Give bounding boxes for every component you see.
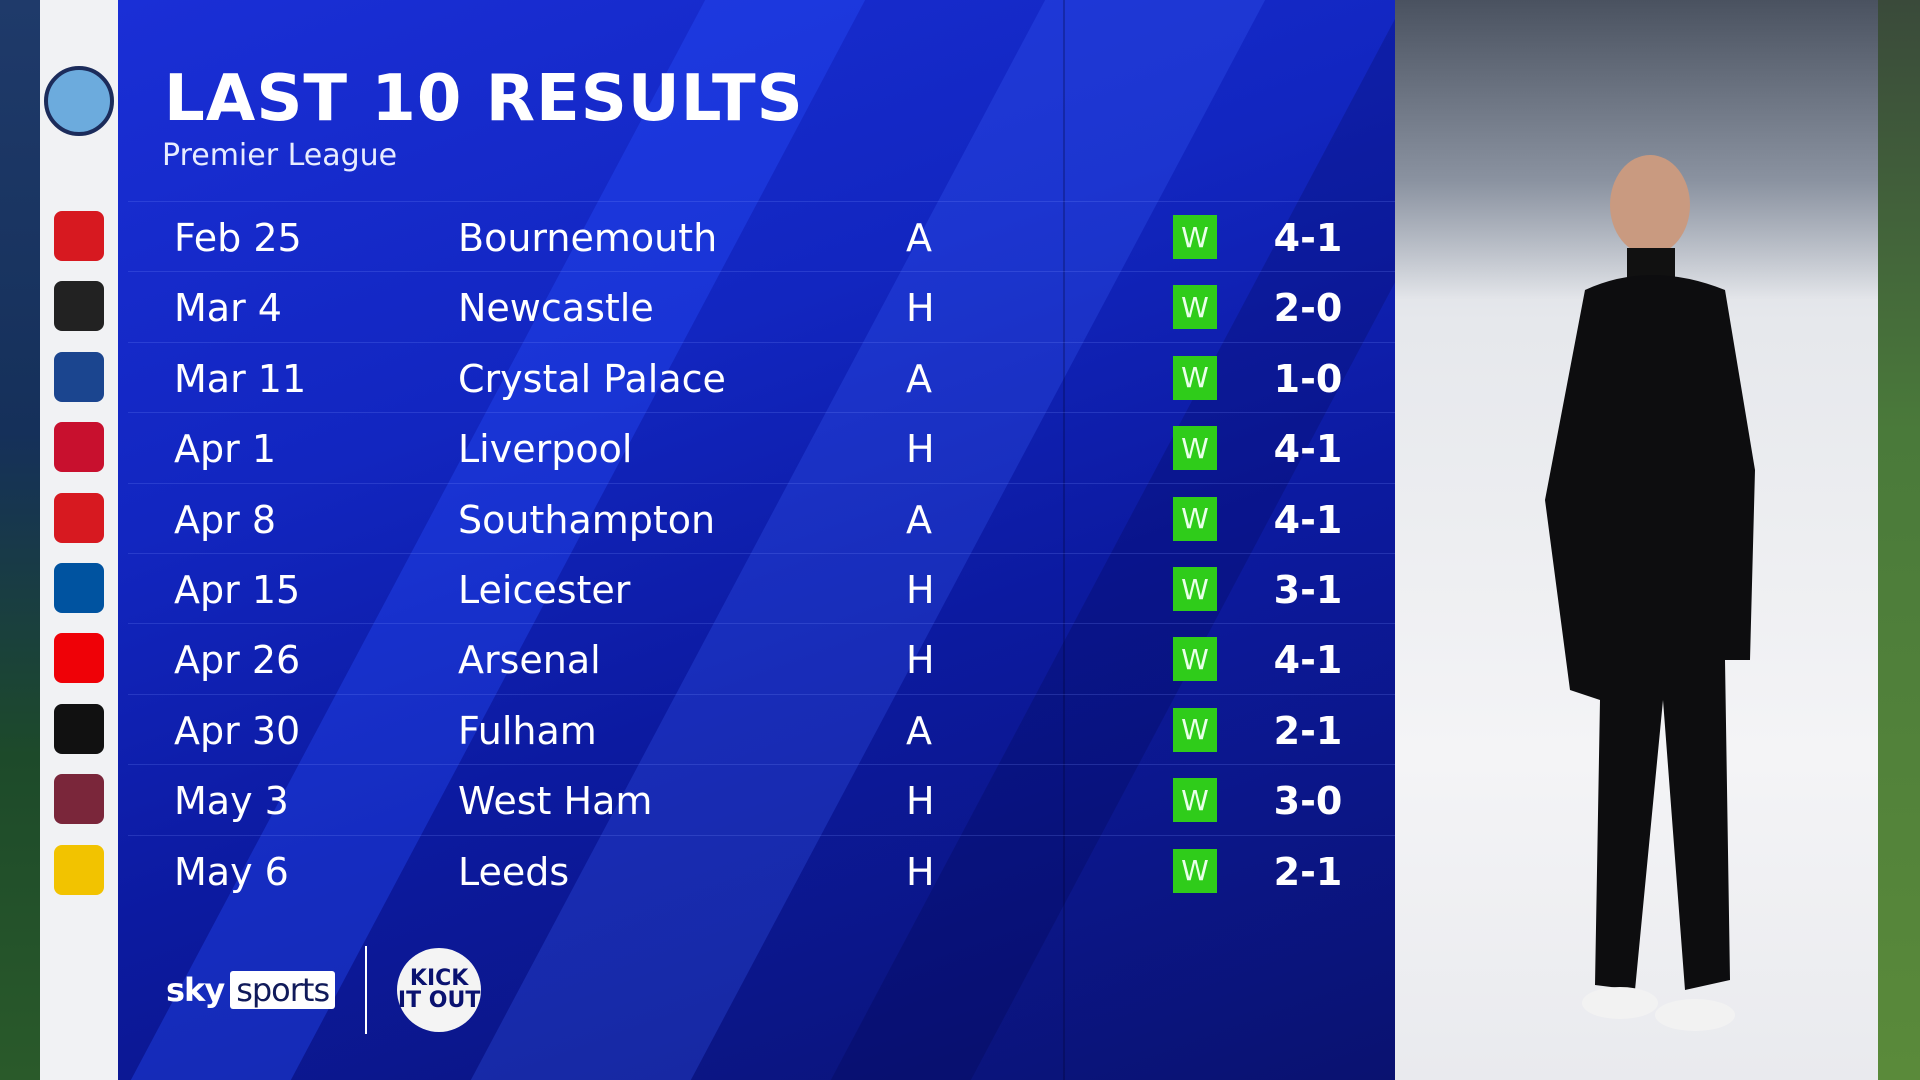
match-date: Mar 4 bbox=[174, 286, 282, 331]
column-divider bbox=[1063, 0, 1065, 1080]
opponent-name: West Ham bbox=[458, 779, 653, 824]
match-date: Apr 1 bbox=[174, 427, 276, 472]
score: 1-0 bbox=[1273, 356, 1343, 401]
result-row: Apr 26 Arsenal H W 4-1 bbox=[128, 623, 1395, 693]
southampton-crest-icon bbox=[54, 492, 104, 543]
match-date: Feb 25 bbox=[174, 216, 302, 260]
opponent-name: Liverpool bbox=[458, 427, 633, 472]
opponent-name: Arsenal bbox=[458, 638, 601, 683]
result-badge: W bbox=[1173, 496, 1217, 541]
score: 3-1 bbox=[1273, 568, 1343, 612]
manchester-city-crest-icon bbox=[44, 66, 114, 136]
kick-it-out-logo: KICK IT OUT bbox=[397, 948, 482, 1032]
result-badge: W bbox=[1173, 778, 1217, 823]
result-badge: W bbox=[1173, 215, 1217, 259]
result-badge: W bbox=[1173, 285, 1217, 330]
venue: H bbox=[906, 849, 935, 894]
background-stadium-left bbox=[0, 0, 40, 1080]
opponent-name: Leicester bbox=[458, 568, 631, 612]
venue: A bbox=[906, 356, 932, 401]
page-title: LAST 10 RESULTS bbox=[164, 62, 804, 136]
fulham-crest-icon bbox=[54, 703, 104, 754]
opponent-name: Southampton bbox=[458, 497, 716, 542]
result-badge: W bbox=[1173, 637, 1217, 682]
arsenal-crest-icon bbox=[54, 633, 104, 684]
leeds-crest-icon bbox=[54, 844, 104, 895]
result-row: May 3 West Ham H W 3-0 bbox=[128, 764, 1395, 834]
venue: H bbox=[906, 779, 935, 824]
newcastle-crest-icon bbox=[54, 281, 104, 332]
result-badge: W bbox=[1173, 707, 1217, 752]
venue: H bbox=[906, 638, 935, 683]
sports-logo: sports bbox=[230, 971, 336, 1009]
background-stadium-right bbox=[1878, 0, 1920, 1080]
match-date: May 3 bbox=[174, 779, 289, 824]
result-row: Feb 25 Bournemouth A W 4-1 bbox=[128, 201, 1395, 271]
leicester-crest-icon bbox=[54, 563, 104, 613]
competition-subtitle: Premier League bbox=[162, 138, 398, 173]
match-date: Apr 8 bbox=[174, 497, 276, 542]
match-date: Apr 30 bbox=[174, 708, 301, 753]
crystal-palace-crest-icon bbox=[54, 351, 104, 402]
result-row: Mar 11 Crystal Palace A W 1-0 bbox=[128, 341, 1395, 412]
score: 4-1 bbox=[1273, 638, 1343, 683]
score: 4-1 bbox=[1273, 216, 1343, 260]
opponent-name: Crystal Palace bbox=[458, 356, 726, 401]
opponent-name: Leeds bbox=[458, 849, 570, 894]
result-row: Apr 15 Leicester H W 3-1 bbox=[128, 553, 1395, 623]
match-date: Apr 15 bbox=[174, 568, 301, 612]
result-badge: W bbox=[1173, 426, 1217, 471]
result-row: Apr 30 Fulham A W 2-1 bbox=[128, 693, 1395, 764]
sky-logo: sky bbox=[166, 971, 225, 1009]
score: 2-1 bbox=[1273, 849, 1343, 894]
manager-figure bbox=[1545, 155, 1755, 1031]
score: 2-1 bbox=[1273, 708, 1343, 753]
results-panel: LAST 10 RESULTS Premier League Feb 25 Bo… bbox=[118, 0, 1395, 1080]
west-ham-crest-icon bbox=[54, 774, 104, 825]
match-date: Mar 11 bbox=[174, 356, 307, 401]
result-row: Apr 8 Southampton A W 4-1 bbox=[128, 482, 1395, 553]
score: 4-1 bbox=[1273, 497, 1343, 542]
opponent-name: Newcastle bbox=[458, 286, 654, 331]
manager-photo bbox=[1395, 0, 1878, 1080]
score: 3-0 bbox=[1273, 779, 1343, 824]
score: 4-1 bbox=[1273, 427, 1343, 472]
result-row: May 6 Leeds H W 2-1 bbox=[128, 834, 1395, 905]
venue: A bbox=[906, 216, 932, 260]
venue: A bbox=[906, 708, 932, 753]
opponent-name: Bournemouth bbox=[458, 216, 718, 260]
result-badge: W bbox=[1173, 848, 1217, 893]
liverpool-crest-icon bbox=[54, 422, 104, 473]
bournemouth-crest-icon bbox=[54, 211, 104, 261]
venue: H bbox=[906, 427, 935, 472]
venue: H bbox=[906, 568, 935, 612]
result-row: Apr 1 Liverpool H W 4-1 bbox=[128, 412, 1395, 482]
result-badge: W bbox=[1173, 567, 1217, 611]
venue: H bbox=[906, 286, 935, 331]
crest-column bbox=[40, 0, 118, 1080]
venue: A bbox=[906, 497, 932, 542]
result-badge: W bbox=[1173, 355, 1217, 400]
logo-divider bbox=[365, 946, 368, 1034]
match-date: May 6 bbox=[174, 849, 289, 894]
result-row: Mar 4 Newcastle H W 2-0 bbox=[128, 271, 1395, 341]
branding: sky sports KICK IT OUT bbox=[166, 945, 482, 1035]
score: 2-0 bbox=[1273, 286, 1343, 331]
match-date: Apr 26 bbox=[174, 638, 301, 683]
opponent-name: Fulham bbox=[458, 708, 597, 753]
